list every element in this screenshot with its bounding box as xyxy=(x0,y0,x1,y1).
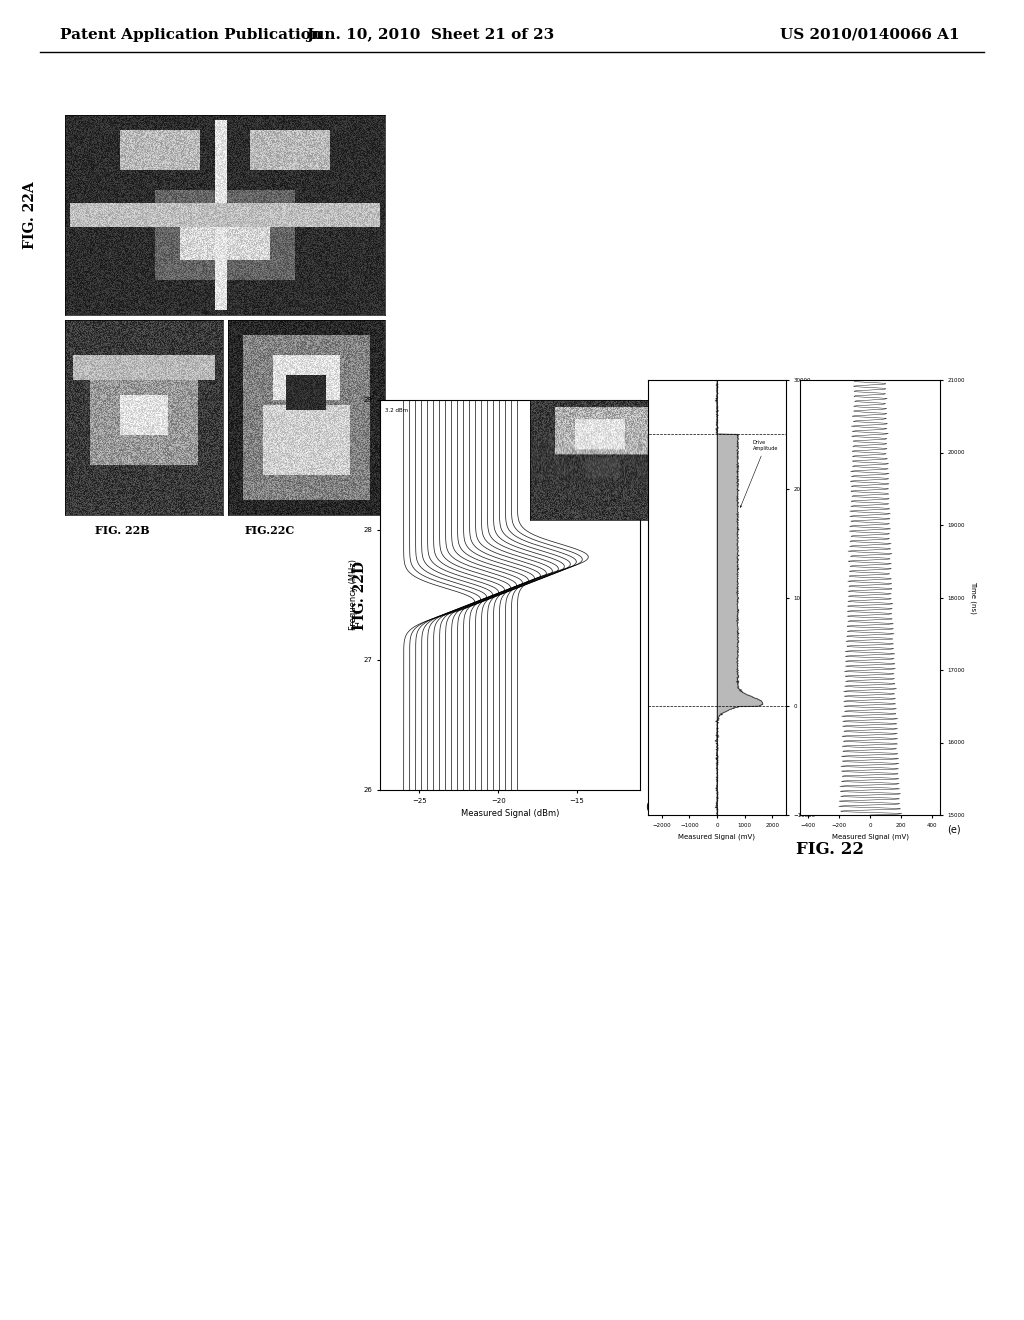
Text: FIG.22C: FIG.22C xyxy=(245,524,295,536)
Text: FIG. 22A: FIG. 22A xyxy=(23,181,37,248)
Text: 3.2 dBm: 3.2 dBm xyxy=(385,408,409,413)
Bar xyxy=(648,434,786,706)
Text: (d): (d) xyxy=(645,801,659,812)
Y-axis label: Frequency (MHz): Frequency (MHz) xyxy=(349,560,358,631)
Y-axis label: Time (ns): Time (ns) xyxy=(820,581,826,614)
Y-axis label: Time (ns): Time (ns) xyxy=(970,581,976,614)
X-axis label: Measured Signal (dBm): Measured Signal (dBm) xyxy=(461,809,559,818)
Text: Patent Application Publication: Patent Application Publication xyxy=(60,28,322,42)
Text: Drive
Amplitude: Drive Amplitude xyxy=(740,440,778,507)
Text: FIG. 22B: FIG. 22B xyxy=(95,524,150,536)
Text: Jun. 10, 2010  Sheet 21 of 23: Jun. 10, 2010 Sheet 21 of 23 xyxy=(306,28,554,42)
X-axis label: Measured Signal (mV): Measured Signal (mV) xyxy=(679,833,756,840)
Text: (e): (e) xyxy=(947,825,961,834)
Text: FIG. 22E: FIG. 22E xyxy=(618,556,632,624)
Text: FIG. 22: FIG. 22 xyxy=(796,842,864,858)
Text: US 2010/0140066 A1: US 2010/0140066 A1 xyxy=(780,28,959,42)
Text: FIG. 22D: FIG. 22D xyxy=(353,561,367,630)
X-axis label: Measured Signal (mV): Measured Signal (mV) xyxy=(831,833,908,840)
Text: $f_c=4.6$ MHz: $f_c=4.6$ MHz xyxy=(600,412,635,421)
